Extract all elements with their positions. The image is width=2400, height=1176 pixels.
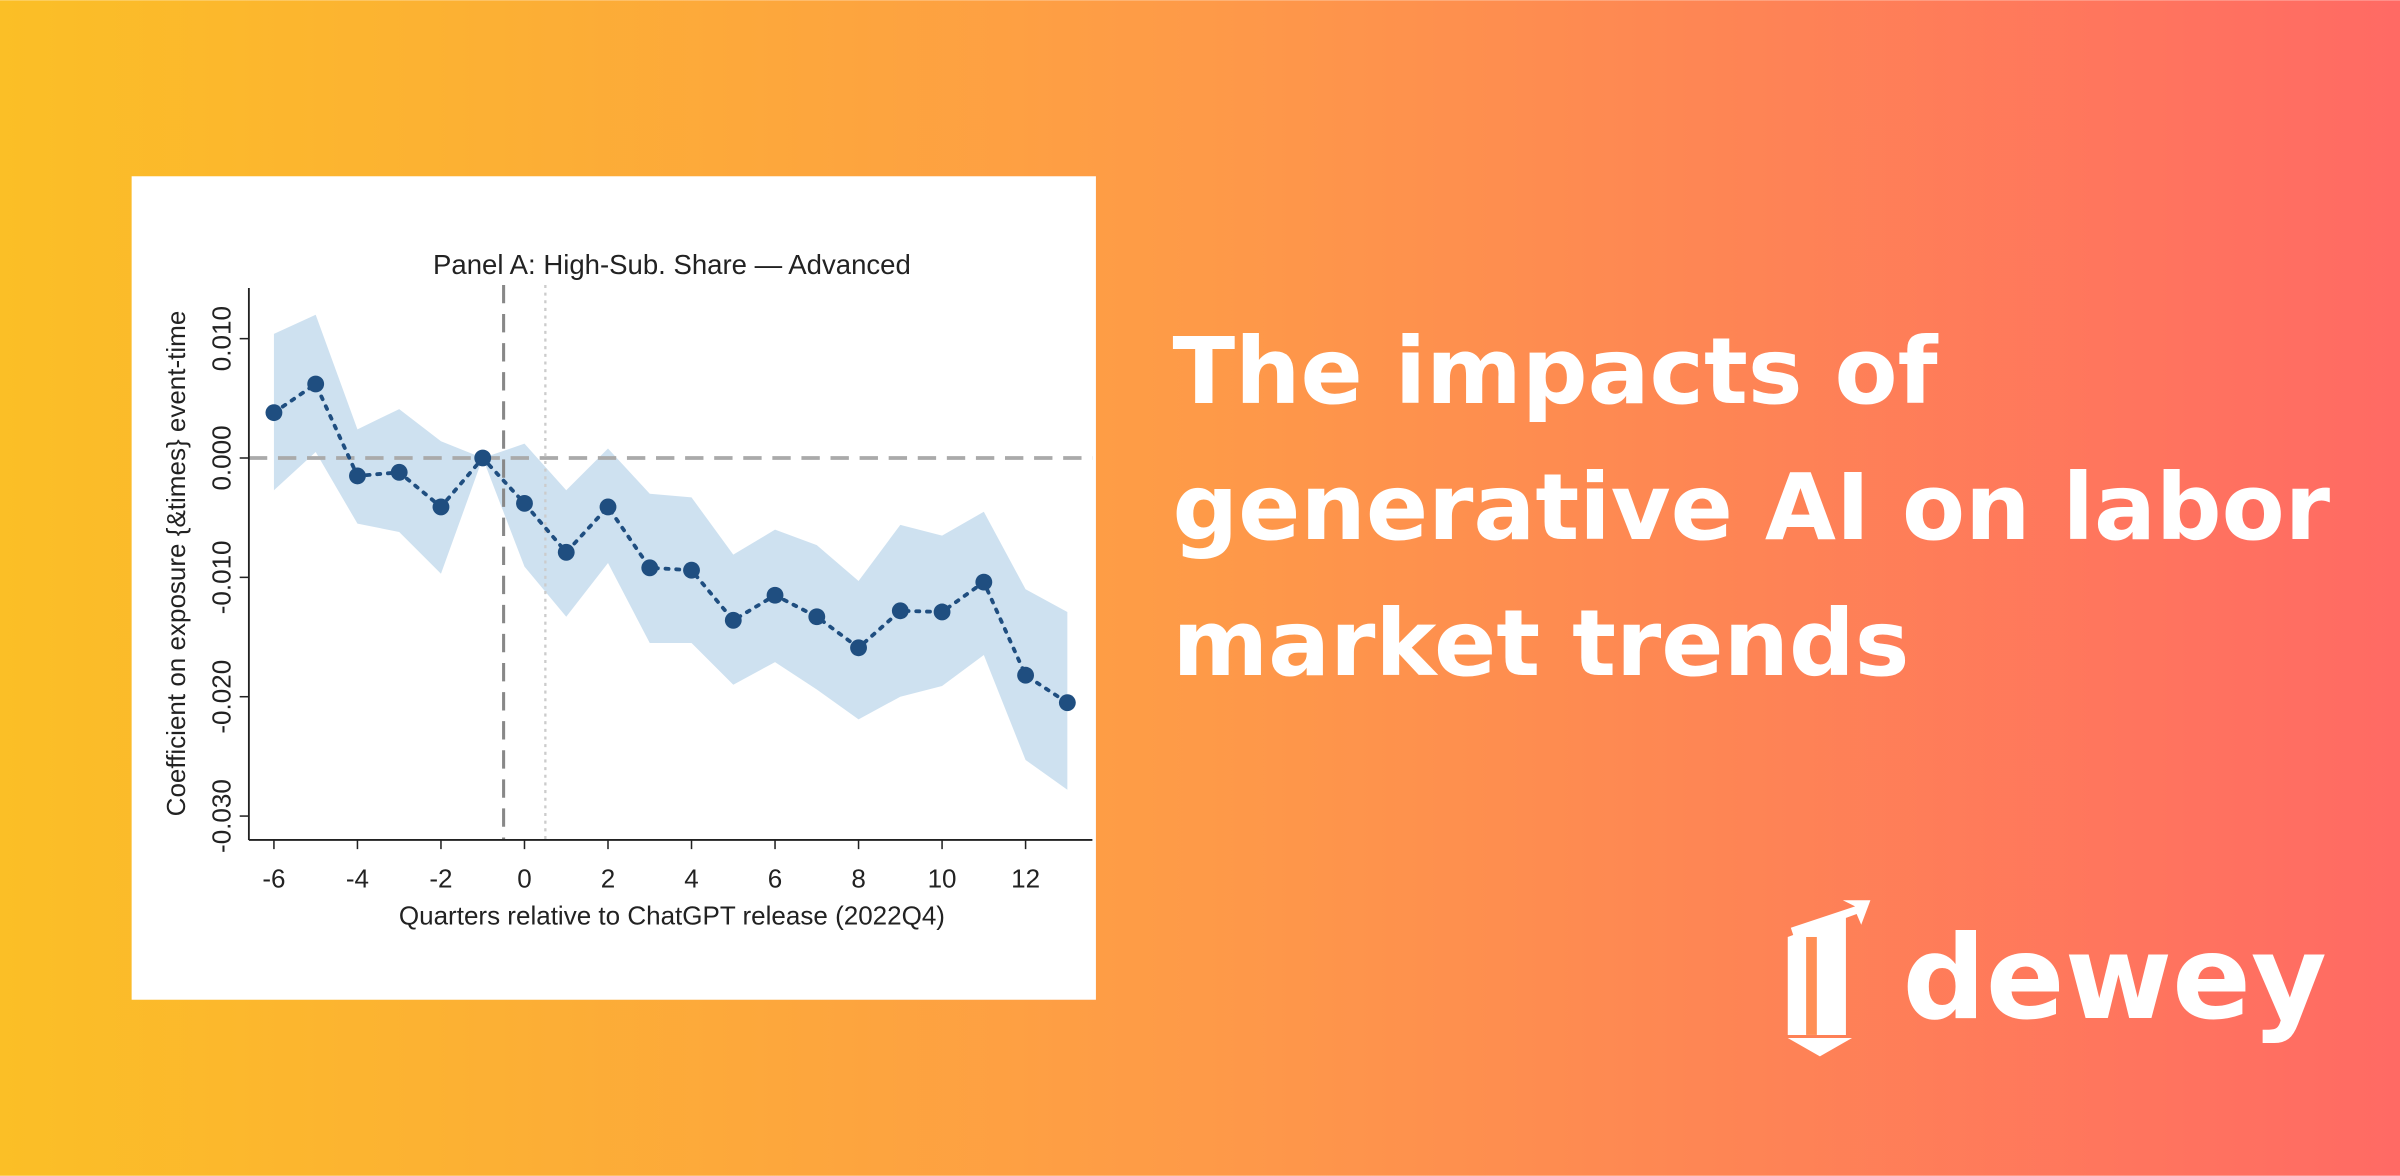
brand-name: dewey <box>1903 911 2327 1046</box>
brand-logo: dewey <box>1787 900 2327 1057</box>
data-point <box>766 586 784 604</box>
x-tick-label: 6 <box>768 863 782 893</box>
x-tick-label: -2 <box>429 863 452 893</box>
x-tick-label: 10 <box>928 863 957 893</box>
data-point <box>1058 694 1076 712</box>
confidence-band <box>273 314 1068 790</box>
y-tick-label: 0.000 <box>207 425 237 490</box>
series-line <box>272 381 1070 705</box>
y-tick-label: 0.010 <box>207 306 237 371</box>
logo-icon <box>1806 936 1817 1035</box>
data-point <box>474 449 492 467</box>
headline-line: The impacts of <box>1172 318 1938 425</box>
chart-title: Panel A: High-Sub. Share — Advanced <box>433 249 911 280</box>
y-tick-label: -0.020 <box>207 660 237 734</box>
y-tick-label: -0.030 <box>207 779 237 853</box>
data-point <box>1017 666 1035 684</box>
data-point <box>933 603 951 621</box>
data-point <box>975 573 993 591</box>
data-point <box>850 639 867 657</box>
y-axis-label: Coefficient on exposure {&times} event-t… <box>161 311 191 817</box>
data-point <box>307 375 325 393</box>
data-point <box>683 561 700 579</box>
data-point <box>349 467 366 485</box>
data-point <box>641 559 659 577</box>
logo-icon <box>1790 900 1871 937</box>
x-tick-label: -4 <box>346 863 369 893</box>
logo-icon <box>1787 1038 1853 1057</box>
x-axis-label: Quarters relative to ChatGPT release (20… <box>399 901 945 931</box>
data-point <box>432 498 450 516</box>
x-tick-label: 4 <box>684 863 698 893</box>
headline-line: market trends <box>1172 590 1909 697</box>
x-tick-label: 8 <box>851 863 865 893</box>
x-tick-label: -6 <box>262 863 285 893</box>
data-point <box>265 404 283 422</box>
y-tick-label: -0.010 <box>207 540 237 614</box>
x-tick-label: 12 <box>1011 863 1040 893</box>
x-tick-label: 0 <box>517 863 531 893</box>
data-point <box>891 602 909 620</box>
data-point <box>557 543 575 561</box>
data-point <box>808 608 826 626</box>
headline-line: generative AI on labor <box>1172 454 2330 561</box>
data-point <box>516 494 533 512</box>
data-point <box>724 611 742 629</box>
data-point <box>599 498 617 516</box>
data-point <box>390 463 408 481</box>
x-tick-label: 2 <box>601 863 615 893</box>
chart: Panel A: High-Sub. Share — Advanced Quar… <box>161 249 1093 931</box>
